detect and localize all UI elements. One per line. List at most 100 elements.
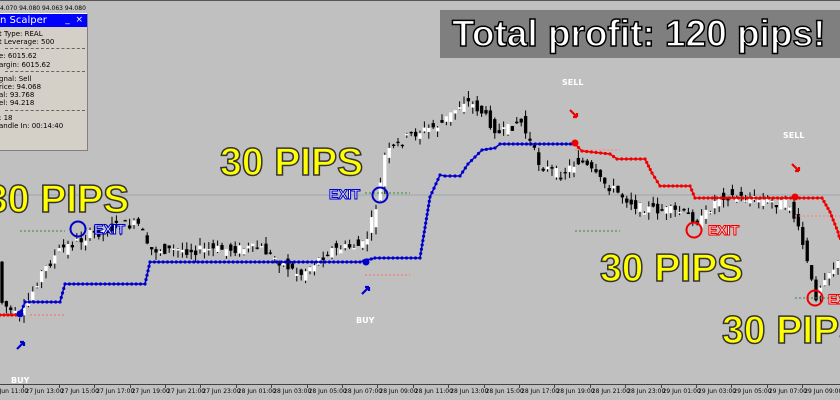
time-label: 27 Jun 17:00 (96, 388, 135, 395)
trail-dot (564, 142, 568, 146)
scalper-info-panel[interactable]: n Scalper _ × t Type: REAL t Leverage: 5… (0, 13, 88, 151)
trail-dot (112, 282, 116, 286)
trail-dot (218, 260, 222, 264)
bull-candle (435, 127, 440, 132)
time-label: 29 Jun 07:00 (768, 388, 807, 395)
trail-dot (448, 174, 452, 178)
trail-dot (511, 142, 515, 146)
bull-candle (554, 168, 559, 178)
trail-dot (323, 260, 327, 264)
bull-candle (369, 217, 374, 233)
trail-dot (802, 196, 806, 200)
trail-dot (436, 177, 440, 181)
close-button[interactable]: × (75, 15, 83, 25)
trail-dot (395, 256, 400, 260)
trail-dot (634, 157, 638, 161)
bull-candle (374, 209, 378, 228)
trail-dot (10, 313, 14, 317)
bear-candle (110, 223, 114, 231)
bear-candle (413, 131, 418, 137)
trail-dot (424, 217, 429, 221)
panel-title-bar[interactable]: n Scalper _ × (0, 14, 87, 27)
bull-candle (352, 248, 356, 250)
bull-candle (664, 207, 669, 214)
trail-dot (253, 260, 257, 264)
bear-candle (61, 244, 66, 248)
exit-label-1: EXIT (93, 221, 126, 238)
buy-label-2: BUY (356, 316, 375, 325)
trail-dot (648, 167, 652, 172)
trail-dot (461, 170, 465, 174)
trail-dot (684, 184, 688, 188)
bear-candle (633, 200, 638, 209)
trail-dot (815, 196, 820, 200)
trail-dot (493, 146, 497, 150)
trail-dot (645, 160, 649, 165)
trail-dot (400, 256, 404, 260)
trail-dot (516, 142, 520, 146)
bear-candle (541, 168, 545, 171)
minimize-button[interactable]: _ (65, 15, 70, 25)
bull-candle (312, 265, 317, 272)
trail-dot (200, 260, 205, 264)
exit-circle (685, 221, 703, 239)
trail-dot (58, 300, 62, 304)
trail-dot (706, 196, 710, 200)
trail-dot (568, 142, 573, 146)
signal-markers (16, 109, 824, 350)
bear-candle (479, 105, 484, 114)
trail-dot (413, 256, 418, 260)
bear-candle (603, 177, 607, 184)
trail-dot (723, 196, 728, 200)
trail-dot (420, 243, 424, 247)
bear-candle (105, 229, 110, 234)
trail-dot (319, 260, 323, 264)
trail-dot (498, 142, 502, 146)
trail-dot (697, 196, 701, 200)
trail-dot (646, 164, 651, 168)
trail-dot (45, 300, 49, 304)
trail-dot (310, 260, 314, 264)
trail-dot (144, 278, 148, 282)
trail-dot (134, 282, 138, 286)
bear-candle (334, 243, 339, 248)
bear-candle (589, 162, 594, 169)
trail-dot (520, 142, 524, 146)
trail-dot (424, 221, 428, 225)
trail-dot (806, 196, 811, 200)
bull-candle (427, 127, 431, 132)
trail-dot (297, 260, 301, 264)
trail-dot (754, 196, 758, 200)
trail-dot (551, 142, 555, 146)
trail-dot (270, 260, 275, 264)
trail-dot (369, 257, 373, 261)
bull-candle (83, 240, 88, 246)
divider (5, 48, 85, 50)
trail-dot (797, 196, 802, 200)
candlesticks (0, 90, 840, 323)
time-tick (306, 384, 308, 388)
bear-candle (9, 307, 13, 311)
trail-dot (418, 256, 422, 260)
trail-dot (349, 260, 353, 264)
buy-label-1: BUY (11, 376, 30, 385)
pips-label-4: 30 PIPS (721, 308, 840, 353)
trail-dot (0, 313, 2, 317)
trail-dot (382, 256, 386, 260)
trail-dot (205, 260, 209, 264)
trail-dot (679, 184, 684, 188)
trail-dot (426, 208, 430, 212)
bear-candle (651, 203, 655, 207)
trail-dot (187, 260, 191, 264)
trail-dot (85, 282, 89, 286)
time-label: 28 Jun 05:00 (308, 388, 347, 395)
trail-dot (767, 196, 771, 200)
trail-dot (305, 260, 310, 264)
trail-dot (589, 150, 593, 154)
bull-candle (708, 212, 713, 214)
trail-dot (476, 151, 481, 156)
trail-dot (560, 142, 564, 146)
bear-candle (127, 225, 132, 229)
bear-candle (440, 120, 444, 123)
